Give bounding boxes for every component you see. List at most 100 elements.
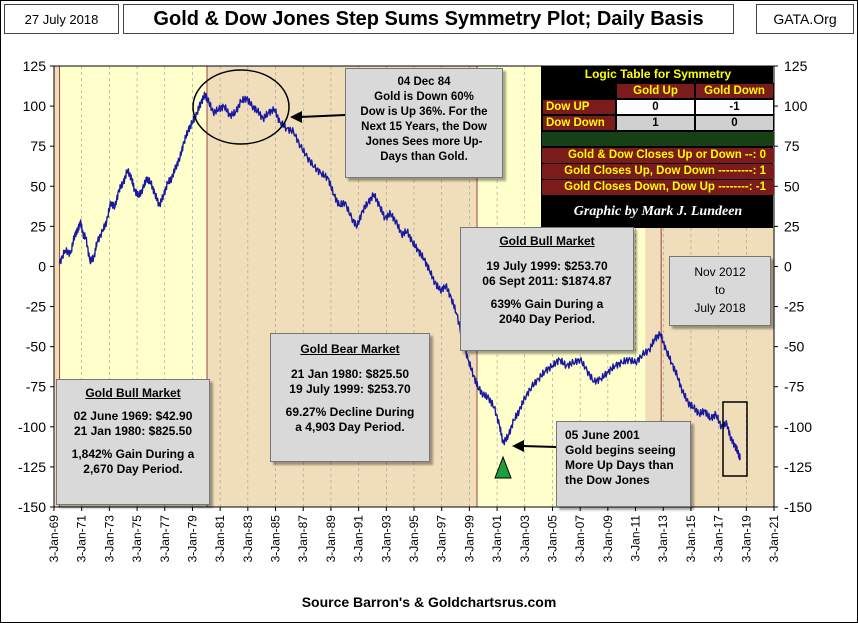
x-tick-label: 3-Jan-91 (352, 515, 366, 563)
y-tick-label: -25 (26, 299, 46, 315)
logic-credit: Graphic by Mark J. Lundeen (573, 204, 743, 219)
x-tick-label: 3-Jan-03 (518, 515, 532, 563)
x-tick-label: 3-Jan-19 (739, 515, 753, 563)
y-tick-label-right: -125 (784, 459, 812, 475)
logic-rule: Gold & Dow Closes Up or Down --: 0 (542, 148, 774, 163)
logic-col-gold-up: Gold Up (616, 83, 695, 99)
date-label: 27 July 2018 (4, 4, 119, 34)
x-tick-label: 3-Jan-83 (241, 515, 255, 563)
x-tick-label: 3-Jan-17 (712, 515, 726, 563)
annotation-line: to (714, 283, 725, 297)
annotation-line: Days than Gold. (380, 151, 468, 163)
x-tick-label: 3-Jan-07 (573, 515, 587, 563)
logic-row-label: Dow UP (542, 99, 616, 115)
x-tick-label: 3-Jan-97 (435, 515, 449, 563)
y-tick-label-right: -50 (784, 339, 804, 355)
annotation-line: More Up Days than (565, 458, 674, 472)
x-tick-label: 3-Jan-75 (130, 515, 144, 563)
annotation-line: 21 Jan 1980: $825.50 (290, 367, 410, 381)
y-tick-label: 50 (30, 178, 46, 194)
annotation-line: July 2018 (694, 301, 746, 315)
y-tick-label-right: 25 (784, 218, 800, 234)
annotation-line: 02 June 1969: $42.90 (73, 409, 193, 423)
x-tick-label: 3-Jan-93 (379, 515, 393, 563)
y-tick-label: -100 (18, 419, 46, 435)
callout-arrow-1984 (290, 111, 346, 123)
annotation-line (57, 439, 209, 447)
logic-row-label: Dow Down (542, 115, 616, 131)
annotation-line: 21 Jan 1980: $825.50 (73, 424, 193, 438)
x-tick-label: 3-Jan-87 (296, 515, 310, 563)
x-tick-label: 3-Jan-95 (407, 515, 421, 563)
y-tick-label: -125 (18, 459, 46, 475)
site-label: GATA.Org (756, 4, 854, 34)
x-tick-label: 3-Jan-01 (490, 515, 504, 563)
annotation-line: Gold begins seeing (565, 443, 676, 457)
annotation-bull-1999: Gold Bull Market 19 July 1999: $253.70 0… (460, 227, 634, 351)
y-tick-label: 25 (30, 218, 46, 234)
annotation-line: Next 15 Years, the Dow (361, 121, 487, 133)
x-tick-label: 3-Jan-71 (75, 515, 89, 563)
logic-table-title: Logic Table for Symmetry (584, 67, 732, 81)
logic-rule: Gold Closes Up, Dow Down ---------: 1 (542, 164, 774, 179)
highlight-box-2018 (722, 401, 748, 477)
annotation-line: 2040 Day Period. (498, 312, 596, 326)
x-tick-label: 3-Jan-77 (158, 515, 172, 563)
annotation-spacer (461, 249, 633, 259)
y-tick-label: 75 (30, 138, 46, 154)
annotation-line: 1,842% Gain During a (71, 447, 195, 461)
x-tick-label: 3-Jan-05 (545, 515, 559, 563)
logic-cell: 0 (695, 115, 774, 131)
y-tick-label-right: 100 (784, 98, 808, 114)
green-triangle-marker (494, 455, 512, 479)
source-label: Source Barron's & Goldchartsrus.com (301, 594, 557, 610)
y-tick-label: 100 (23, 98, 47, 114)
x-tick-label: 3-Jan-89 (324, 515, 338, 563)
annotation-line: Nov 2012 (694, 265, 746, 279)
annotation-line: the Dow Jones (565, 473, 650, 487)
logic-corner-cell (542, 83, 616, 99)
annotation-line (271, 397, 429, 405)
y-tick-label-right: 50 (784, 178, 800, 194)
annotation-line: a 4,903 Day Period. (295, 420, 405, 434)
annotation-bull-1969: Gold Bull Market 02 June 1969: $42.90 21… (56, 379, 210, 505)
annotation-line: 05 June 2001 (565, 428, 640, 442)
annotation-line (461, 289, 633, 297)
x-tick-label: 3-Jan-15 (684, 515, 698, 563)
annotation-line: Dow is Up 36%. For the (360, 106, 488, 118)
y-tick-label: -150 (18, 499, 46, 515)
y-tick-label-right: -100 (784, 419, 812, 435)
annotation-line: 19 July 1999: $253.70 (289, 382, 411, 396)
y-tick-label-right: -25 (784, 299, 804, 315)
y-tick-label: -50 (26, 339, 46, 355)
x-tick-label: 3-Jan-79 (185, 515, 199, 563)
logic-divider (542, 132, 774, 146)
annotation-line: 639% Gain During a (490, 297, 604, 311)
annotation-line: 2,670 Day Period. (83, 462, 183, 476)
annotation-title: Gold Bull Market (499, 234, 595, 248)
y-tick-label: 0 (38, 258, 46, 274)
y-tick-label-right: 125 (784, 58, 808, 74)
y-tick-label-right: -75 (784, 379, 804, 395)
series-line (58, 91, 741, 461)
x-tick-label: 3-Jan-81 (213, 515, 227, 563)
x-tick-label: 3-Jan-69 (47, 515, 61, 563)
annotation-line: 04 Dec 84 (397, 76, 451, 88)
y-tick-label-right: 0 (784, 258, 792, 274)
logic-row-dow-down: Dow Down 1 0 (542, 115, 774, 131)
annotation-spacer (57, 401, 209, 409)
annotation-spacer (271, 357, 429, 367)
logic-col-gold-down: Gold Down (695, 83, 774, 99)
annotation-title: Gold Bear Market (300, 342, 400, 356)
y-tick-label-right: -150 (784, 499, 812, 515)
y-tick-label-right: 75 (784, 138, 800, 154)
annotation-line: Gold is Down 60% (374, 91, 474, 103)
annotation-nov2012: Nov 2012 to July 2018 (669, 256, 771, 326)
x-tick-label: 3-Jan-11 (629, 515, 643, 562)
logic-cell: 0 (616, 99, 695, 115)
x-tick-label: 3-Jan-73 (102, 515, 116, 563)
annotation-line: 19 July 1999: $253.70 (486, 259, 608, 273)
callout-arrow-2001 (512, 440, 557, 452)
annotation-june2001: 05 June 2001 Gold begins seeing More Up … (556, 421, 691, 507)
